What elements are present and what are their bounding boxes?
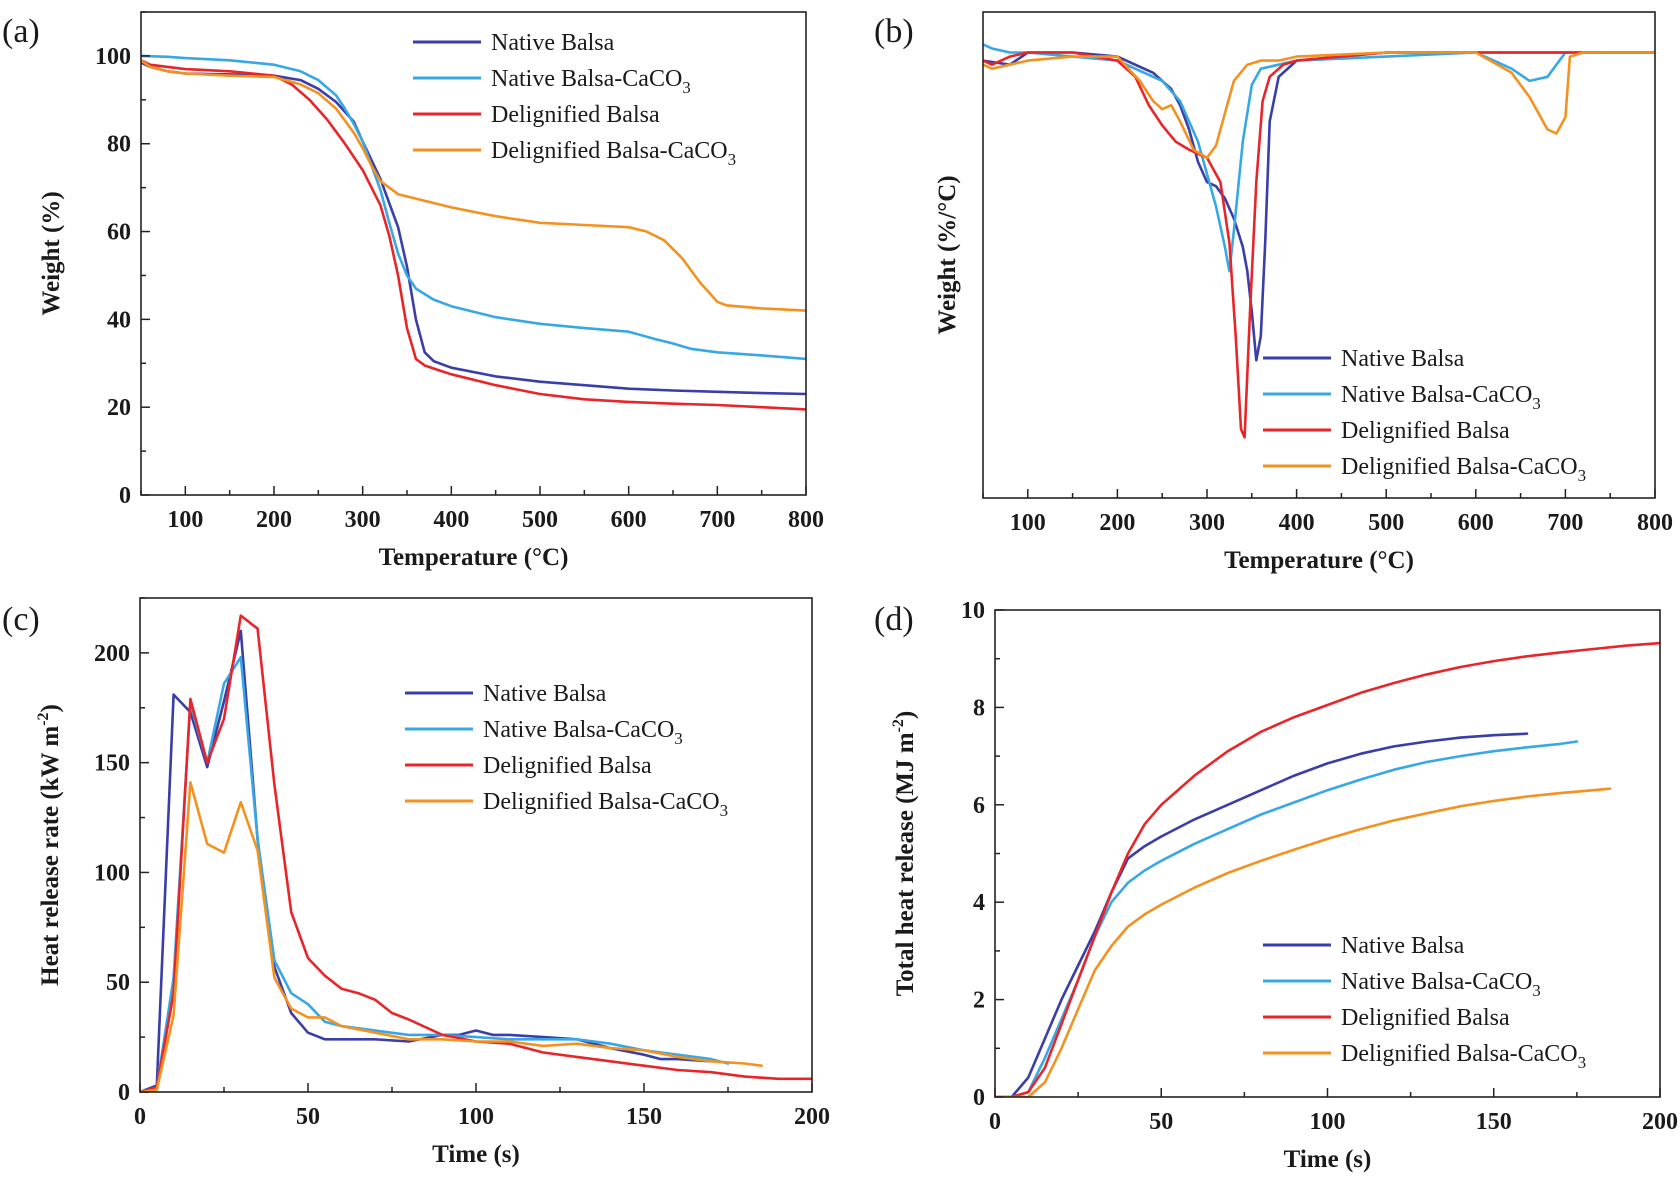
x-tick-label: 400 (1279, 510, 1315, 536)
x-axis-title: Temperature (°C) (1224, 547, 1414, 574)
series-line-native-balsa-caco3 (995, 740, 1579, 1097)
series-line-native-balsa (140, 629, 713, 1092)
y-tick-label: 80 (107, 132, 131, 158)
series-line-native-balsa (141, 61, 806, 396)
legend: Native Balsa Native Balsa-CaCO3 Delignifie… (1263, 346, 1586, 485)
x-tick-label: 100 (1310, 1109, 1346, 1135)
series-line-delignified-balsa-caco3 (140, 781, 763, 1092)
series-line-delignified-balsa-caco3 (141, 59, 806, 312)
x-tick-label: 500 (1368, 510, 1404, 536)
panel-b-dtg: (b) 100 200 300 400 500 600 700 800 Temperature (… (874, 11, 1673, 574)
x-tick-label: 400 (433, 507, 469, 533)
x-tick-label: 800 (1637, 510, 1673, 536)
y-tick-label: 100 (94, 860, 130, 886)
panel-c-heat-release-rate: (c) 0 50 100 150 200 0 50 100 150 200 Time (s) Heat … (2, 597, 830, 1168)
legend-label: Native Balsa (1341, 933, 1465, 959)
x-tick-label: 300 (1189, 510, 1225, 536)
legend: Native Balsa Native Balsa-CaCO3 Delignifie… (405, 681, 728, 820)
x-tick-label: 50 (296, 1104, 320, 1130)
legend-label: Native Balsa (1341, 346, 1465, 372)
x-tick-label: 600 (1458, 510, 1494, 536)
y-tick-label: 8 (973, 695, 985, 721)
y-tick-label: 0 (973, 1085, 985, 1111)
y-tick-label: 2 (973, 988, 985, 1014)
y-tick-label: 60 (107, 220, 131, 246)
y-tick-label: 6 (973, 793, 985, 819)
series-line-delignified-balsa (141, 59, 806, 411)
y-axis-title: Weight (%/°C) (934, 175, 961, 334)
y-tick-label: 40 (107, 307, 131, 333)
y-tick-label: 200 (94, 641, 130, 667)
series-line-delignified-balsa (983, 51, 1655, 439)
legend-label: Delignified Balsa-CaCO3 (1341, 454, 1586, 485)
legend-label: Native Balsa-CaCO3 (1341, 382, 1541, 413)
plot-frame (139, 597, 813, 1093)
x-tick-label: 200 (1642, 1109, 1678, 1135)
x-tick-label: 600 (611, 507, 647, 533)
y-tick-label: 20 (107, 395, 131, 421)
series-line-delignified-balsa-caco3 (983, 51, 1655, 160)
legend-label: Native Balsa-CaCO3 (1341, 969, 1541, 1000)
legend-label: Native Balsa-CaCO3 (491, 66, 691, 97)
legend-label: Native Balsa-CaCO3 (483, 717, 683, 748)
y-axis-title: Weight (%) (38, 191, 65, 315)
legend: Native Balsa Native Balsa-CaCO3 Delignifie… (1263, 933, 1586, 1072)
x-axis-title: Time (s) (432, 1141, 520, 1168)
x-tick-label: 700 (1547, 510, 1583, 536)
y-axis-title: Heat release rate (kW m-2) (35, 704, 64, 986)
legend-label: Delignified Balsa-CaCO3 (491, 138, 736, 169)
x-tick-label: 0 (134, 1104, 146, 1130)
series-line-delignified-balsa (995, 641, 1660, 1097)
plot-frame (994, 609, 1661, 1098)
y-tick-label: 4 (973, 890, 985, 916)
x-tick-label: 800 (788, 507, 824, 533)
plot-frame (140, 11, 807, 496)
legend: Native Balsa Native Balsa-CaCO3 Delignifie… (413, 30, 736, 169)
x-tick-label: 150 (626, 1104, 662, 1130)
x-tick-label: 50 (1149, 1109, 1173, 1135)
x-tick-label: 150 (1476, 1109, 1512, 1135)
legend-label: Native Balsa (491, 30, 615, 56)
panel-label: (c) (2, 601, 40, 638)
legend-label: Delignified Balsa (483, 753, 652, 779)
y-tick-label: 0 (119, 483, 131, 509)
series-line-delignified-balsa (140, 614, 812, 1092)
x-axis-title: Time (s) (1284, 1146, 1372, 1173)
panel-d-total-heat-release: (d) 0 50 100 150 200 0 2 4 6 8 10 Time (s) Total heat… (874, 598, 1678, 1173)
x-axis-title: Temperature (°C) (379, 544, 569, 571)
legend-label: Delignified Balsa (1341, 418, 1510, 444)
legend-label: Delignified Balsa-CaCO3 (483, 789, 728, 820)
legend-label: Native Balsa (483, 681, 607, 707)
x-tick-label: 0 (989, 1109, 1001, 1135)
x-tick-label: 100 (167, 507, 203, 533)
panel-a-tga: (a) 100 200 300 400 500 600 700 800 0 20 40 60 80 100 T… (2, 11, 824, 571)
series-line-native-balsa (995, 732, 1529, 1097)
x-tick-label: 100 (458, 1104, 494, 1130)
x-tick-label: 700 (699, 507, 735, 533)
x-tick-label: 200 (794, 1104, 830, 1130)
plot-frame (982, 11, 1656, 499)
panel-label: (d) (874, 601, 914, 638)
x-tick-label: 100 (1010, 510, 1046, 536)
x-tick-label: 300 (345, 507, 381, 533)
y-tick-label: 50 (106, 970, 130, 996)
legend-label: Delignified Balsa-CaCO3 (1341, 1041, 1586, 1072)
panel-label: (a) (2, 13, 40, 50)
series-line-delignified-balsa-caco3 (995, 787, 1612, 1097)
series-line-native-balsa-caco3 (141, 54, 806, 361)
series-line-native-balsa-caco3 (983, 43, 1655, 273)
y-tick-label: 10 (961, 598, 985, 624)
y-tick-label: 150 (94, 751, 130, 777)
x-tick-label: 200 (1099, 510, 1135, 536)
legend-label: Delignified Balsa (1341, 1005, 1510, 1031)
y-tick-label: 100 (95, 44, 131, 70)
y-axis-title: Total heat release (MJ m-2) (890, 711, 919, 997)
y-tick-label: 0 (118, 1080, 130, 1106)
x-tick-label: 200 (256, 507, 292, 533)
x-tick-label: 500 (522, 507, 558, 533)
series-line-native-balsa (983, 51, 1655, 362)
legend-label: Delignified Balsa (491, 102, 660, 128)
panel-label: (b) (874, 13, 914, 50)
